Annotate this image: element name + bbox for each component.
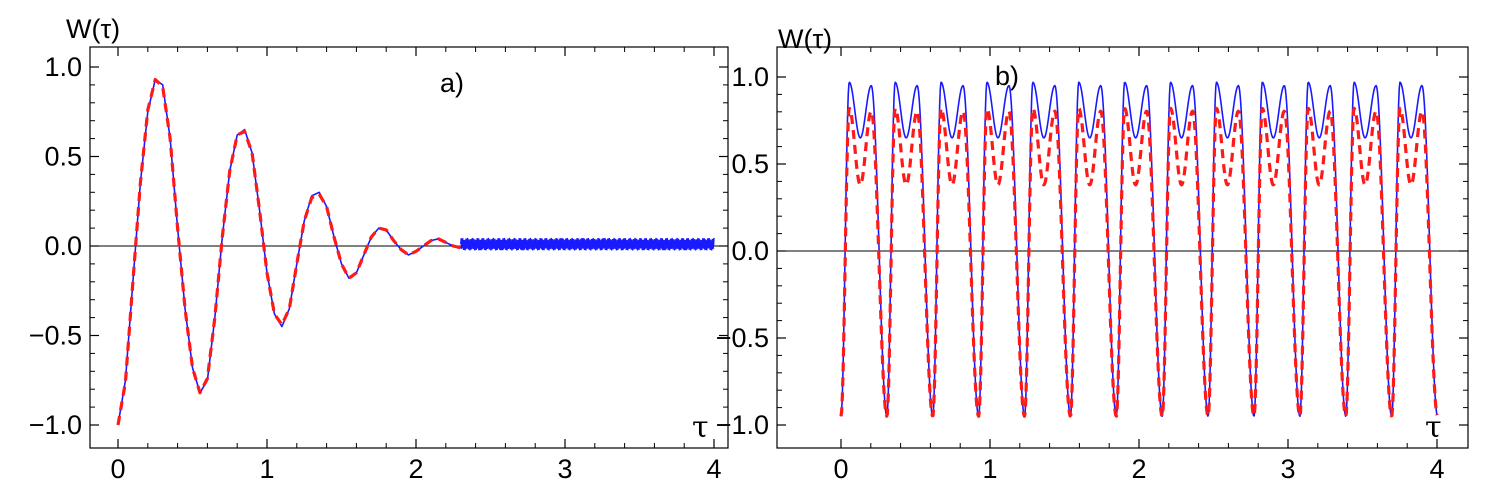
y-tick-label: 1.0 <box>731 62 769 92</box>
plot-frame <box>89 46 729 449</box>
y-tick-label: 1.0 <box>44 52 82 82</box>
panel-label: b) <box>995 61 1019 91</box>
series-line-dashed <box>116 77 491 426</box>
y-tick-label: −1.0 <box>29 410 82 440</box>
x-tick-label: 3 <box>1280 454 1295 484</box>
x-tick-label: 1 <box>982 454 997 484</box>
y-tick-label: 0.5 <box>731 149 769 179</box>
x-axis-label: τ <box>1425 410 1442 445</box>
panel-label: a) <box>440 68 464 98</box>
y-axis-label: W(τ) <box>66 14 120 44</box>
series-line-dashed <box>839 106 1439 418</box>
y-tick-label: 0.0 <box>731 236 769 266</box>
plot-frame <box>776 46 1469 449</box>
x-tick-label: 4 <box>706 454 721 484</box>
x-axis-label: τ <box>692 410 709 445</box>
y-tick-label: −1.0 <box>716 410 769 440</box>
x-tick-label: 1 <box>259 454 274 484</box>
y-tick-label: −0.5 <box>29 321 82 351</box>
x-tick-label: 2 <box>408 454 423 484</box>
y-tick-label: 0.5 <box>44 142 82 172</box>
y-tick-label: 0.0 <box>44 231 82 261</box>
series-line-ripple <box>460 237 715 251</box>
panel-a: 1.0 0.5 0.0 −0.5 −1.0 0 1 2 3 4 W(τ) τ a) <box>29 14 729 484</box>
panel-b: 1.0 0.5 0.0 −0.5 −1.0 0 1 2 3 4 W(τ) τ b) <box>716 24 1469 484</box>
x-tick-label: 0 <box>110 454 125 484</box>
x-tick-label: 3 <box>557 454 572 484</box>
x-tick-label: 4 <box>1429 454 1444 484</box>
x-tick-label: 0 <box>833 454 848 484</box>
y-tick-label: −0.5 <box>716 323 769 353</box>
x-tick-label: 2 <box>1131 454 1146 484</box>
y-axis-label: W(τ) <box>778 24 832 54</box>
